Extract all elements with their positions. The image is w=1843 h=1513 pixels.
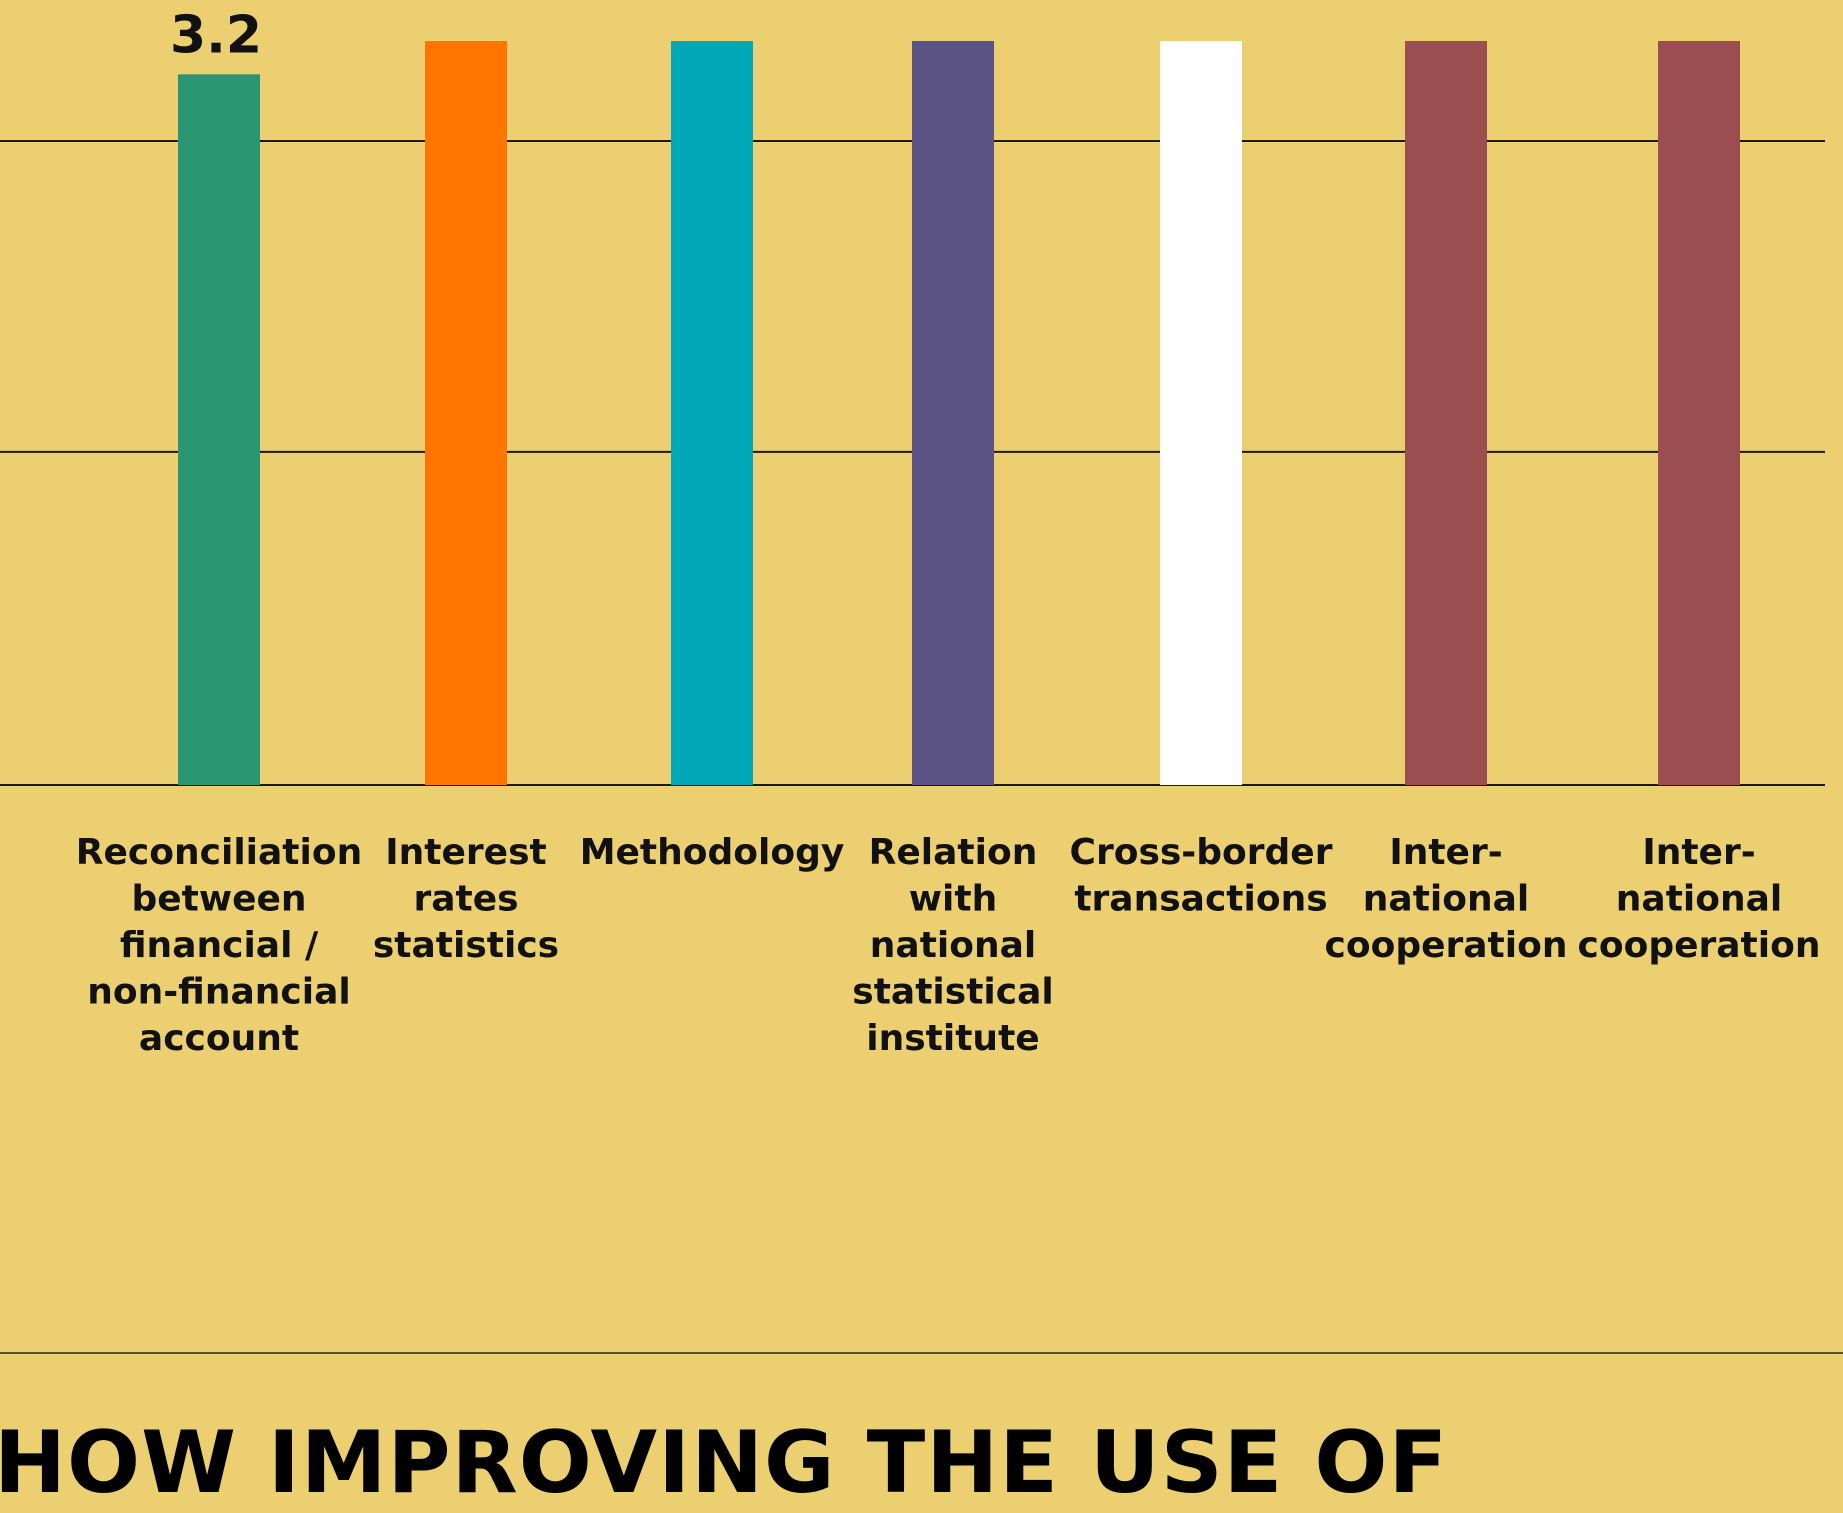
bar-7 bbox=[1658, 41, 1740, 785]
bar-2 bbox=[425, 41, 507, 785]
bar-chart: 3.2 Reconciliation between financial / non-f… bbox=[0, 5, 1825, 1059]
category-label-5: Cross-border transactions bbox=[1070, 832, 1333, 920]
category-label-6: Inter-national cooperation bbox=[1325, 832, 1568, 966]
category-label-3: Methodology bbox=[580, 832, 845, 873]
bar-6 bbox=[1405, 41, 1487, 785]
section-divider bbox=[0, 1352, 1843, 1354]
category-label-2: Interest rates statistics bbox=[373, 832, 559, 966]
bar-1 bbox=[178, 74, 260, 786]
bar-4 bbox=[912, 41, 994, 785]
category-label-4: Relation with national statistical institute bbox=[852, 832, 1053, 1059]
bar-3 bbox=[671, 41, 753, 785]
data-label-1: 3.2 bbox=[170, 5, 262, 65]
category-label-1: Reconciliation between financial / non-fina… bbox=[76, 832, 362, 1059]
section-headline: HOW IMPROVING THE USE OF bbox=[0, 1413, 1449, 1513]
category-label-7: Inter-national cooperation bbox=[1578, 832, 1821, 966]
bar-5 bbox=[1160, 41, 1242, 785]
